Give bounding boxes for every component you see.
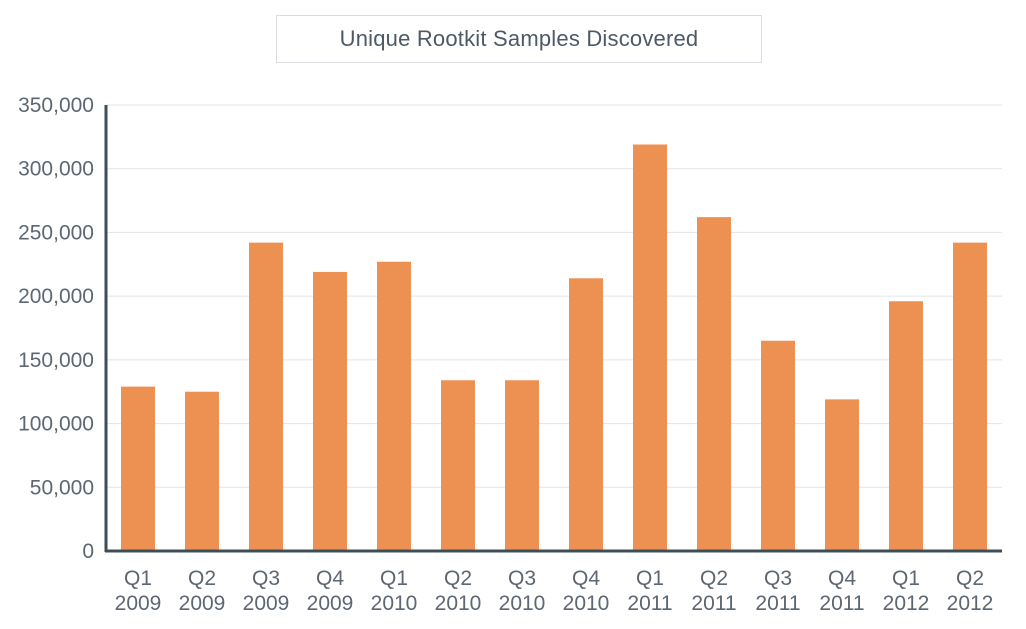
x-tick-label-quarter: Q2 [700,567,728,590]
x-tick-label: Q2 2010 [435,567,482,615]
x-tick-label-quarter: Q1 [636,567,664,590]
x-tick-label-year: 2010 [563,592,610,615]
bar [697,217,731,551]
bar [761,340,795,551]
x-tick-label-quarter: Q1 [892,567,920,590]
x-tick-label-year: 2009 [307,592,354,615]
y-tick-label: 50,000 [30,476,94,499]
x-tick-label-year: 2009 [243,592,290,615]
x-tick-label-year: 2010 [435,592,482,615]
x-tick-label-year: 2009 [115,592,162,615]
y-tick-label: 250,000 [18,221,94,244]
chart-title: Unique Rootkit Samples Discovered [339,26,699,51]
x-tick-label-quarter: Q4 [316,567,344,590]
bar [377,261,411,551]
grid-layer [106,104,1002,488]
bar [121,386,155,551]
x-tick-label-quarter: Q4 [828,567,856,590]
x-tick-label: Q4 2010 [563,567,610,615]
x-tick-label: Q2 2012 [947,567,994,615]
x-tick-label: Q4 2011 [819,567,864,615]
y-tick-labels: 0 50,000 100,000 150,000 200,000 250,000 300,0… [18,94,94,563]
axis-layer [104,105,1002,553]
bar [569,278,603,551]
y-tick-label: 100,000 [18,413,94,436]
x-tick-label-year: 2011 [819,592,864,615]
x-tick-label: Q4 2009 [307,567,354,615]
x-tick-label-year: 2011 [755,592,800,615]
x-tick-label-quarter: Q4 [572,567,600,590]
x-tick-label-year: 2012 [947,592,994,615]
x-tick-label-year: 2010 [499,592,546,615]
x-tick-label: Q2 2009 [179,567,226,615]
bar [313,271,347,551]
x-tick-label-quarter: Q2 [444,567,472,590]
y-tick-label: 300,000 [18,158,94,181]
x-tick-label-quarter: Q3 [764,567,792,590]
bar [953,242,987,551]
x-tick-label-quarter: Q1 [124,567,152,590]
x-tick-label-year: 2009 [179,592,226,615]
bar [633,144,667,551]
x-tick-label: Q1 2012 [883,567,930,615]
bar [889,301,923,551]
x-tick-label: Q3 2010 [499,567,546,615]
chart-title-box: Unique Rootkit Samples Discovered [276,15,762,63]
x-tick-label-quarter: Q2 [956,567,984,590]
y-tick-label: 200,000 [18,285,94,308]
x-tick-label-quarter: Q3 [252,567,280,590]
bar [441,380,475,551]
x-tick-label: Q3 2009 [243,567,290,615]
x-tick-label-year: 2012 [883,592,930,615]
bar [249,242,283,551]
x-tick-label-year: 2011 [691,592,736,615]
x-tick-label: Q1 2009 [115,567,162,615]
x-tick-label-year: 2010 [371,592,418,615]
x-tick-label: Q2 2011 [691,567,736,615]
x-tick-label: Q1 2010 [371,567,418,615]
bar [505,380,539,551]
bar-layer [121,144,987,551]
x-tick-label-quarter: Q3 [508,567,536,590]
y-tick-label: 350,000 [18,94,94,117]
y-tick-label: 150,000 [18,349,94,372]
y-tick-label: 0 [82,540,94,563]
bar [185,391,219,551]
bar [825,399,859,551]
x-tick-label-year: 2011 [627,592,672,615]
x-tick-label: Q3 2011 [755,567,800,615]
x-tick-label: Q1 2011 [627,567,672,615]
x-tick-label-quarter: Q2 [188,567,216,590]
x-tick-label-quarter: Q1 [380,567,408,590]
